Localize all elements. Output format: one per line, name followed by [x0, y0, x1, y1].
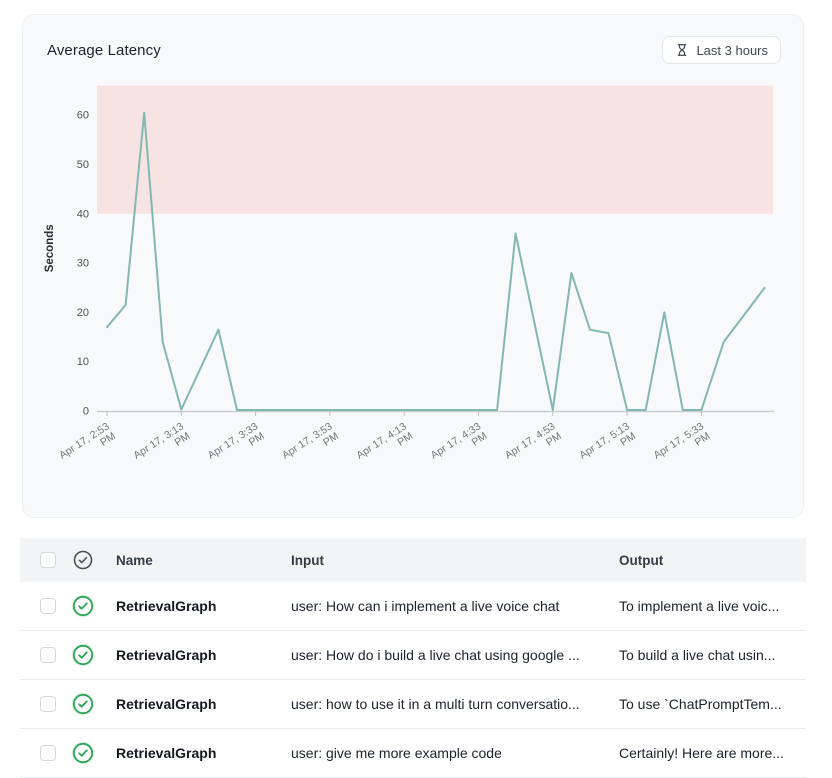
y-axis-tick-label: 60 — [77, 110, 89, 122]
average-latency-card: 0 10 20 30 40 50 60 Seconds Apr 17, 2:53PM Apr 17… — [22, 14, 804, 518]
success-check-icon — [71, 643, 95, 667]
select-all-checkbox[interactable] — [40, 552, 56, 568]
x-axis-tick-label: Apr 17, 4:13PM — [354, 420, 415, 471]
column-header-input: Input — [291, 552, 324, 568]
table-row[interactable]: RetrievalGraph user: How do i build a li… — [20, 631, 806, 680]
x-axis-tick-label: Apr 17, 4:53PM — [503, 420, 564, 471]
column-header-output: Output — [619, 552, 664, 568]
table-row[interactable]: RetrievalGraph user: How can i implement… — [20, 582, 806, 631]
status-badge — [71, 643, 95, 667]
y-axis-tick-label: 40 — [77, 208, 89, 220]
run-name: RetrievalGraph — [116, 598, 217, 614]
table-row[interactable]: RetrievalGraph user: give me more exampl… — [20, 729, 806, 778]
run-name: RetrievalGraph — [116, 745, 217, 761]
y-axis-tick-label: 30 — [77, 258, 89, 270]
x-axis-tick-label: Apr 17, 5:13PM — [577, 420, 638, 471]
success-check-icon — [71, 692, 95, 716]
run-input: user: How can i implement a live voice c… — [291, 598, 560, 614]
table-row[interactable]: RetrievalGraph user: how to use it in a … — [20, 680, 806, 729]
row-checkbox[interactable] — [40, 696, 56, 712]
circle-check-icon — [73, 550, 93, 570]
status-badge — [71, 741, 95, 765]
hourglass-icon — [678, 44, 687, 56]
x-axis-tick-label: Apr 17, 3:13PM — [131, 420, 192, 471]
column-header-name: Name — [116, 552, 153, 568]
success-check-icon — [71, 594, 95, 618]
run-output: To implement a live voic... — [619, 598, 780, 614]
run-input: user: how to use it in a multi turn conv… — [291, 696, 580, 712]
run-name: RetrievalGraph — [116, 696, 217, 712]
time-range-button[interactable]: Last 3 hours — [662, 36, 781, 64]
row-checkbox[interactable] — [40, 745, 56, 761]
run-output: Certainly! Here are more... — [619, 745, 784, 761]
x-axis-tick-label: Apr 17, 4:33PM — [429, 420, 490, 471]
y-axis-tick-label: 10 — [77, 356, 89, 368]
x-axis-tick-label: Apr 17, 3:53PM — [280, 420, 341, 471]
x-axis-tick-label: Apr 17, 3:33PM — [206, 420, 267, 471]
x-axis-tick-label: Apr 17, 5:33PM — [652, 420, 713, 471]
run-name: RetrievalGraph — [116, 647, 217, 663]
time-range-label: Last 3 hours — [696, 42, 768, 58]
x-axis-tick-label: Apr 17, 2:53PM — [57, 420, 118, 471]
runs-table: Name Input Output RetrievalGraph user: H… — [20, 538, 806, 778]
y-axis-title: Seconds — [44, 224, 56, 272]
status-column-icon — [71, 548, 95, 572]
row-checkbox[interactable] — [40, 647, 56, 663]
run-output: To use `ChatPromptTem... — [619, 696, 782, 712]
latency-line — [106, 111, 766, 411]
status-badge — [71, 594, 95, 618]
y-axis-tick-label: 0 — [83, 406, 89, 418]
run-input: user: How do i build a live chat using g… — [291, 647, 580, 663]
runs-table-header: Name Input Output — [20, 538, 806, 582]
y-axis-tick-label: 50 — [77, 159, 89, 171]
success-check-icon — [71, 741, 95, 765]
chart-title: Average Latency — [47, 42, 161, 59]
y-axis-tick-label: 20 — [77, 307, 89, 319]
latency-threshold-band — [97, 85, 773, 214]
status-badge — [71, 692, 95, 716]
latency-line-chart: 0 10 20 30 40 50 60 Seconds Apr 17, 2:53PM Apr 17… — [44, 85, 774, 471]
run-output: To build a live chat usin... — [619, 647, 776, 663]
run-input: user: give me more example code — [291, 745, 502, 761]
row-checkbox[interactable] — [40, 598, 56, 614]
